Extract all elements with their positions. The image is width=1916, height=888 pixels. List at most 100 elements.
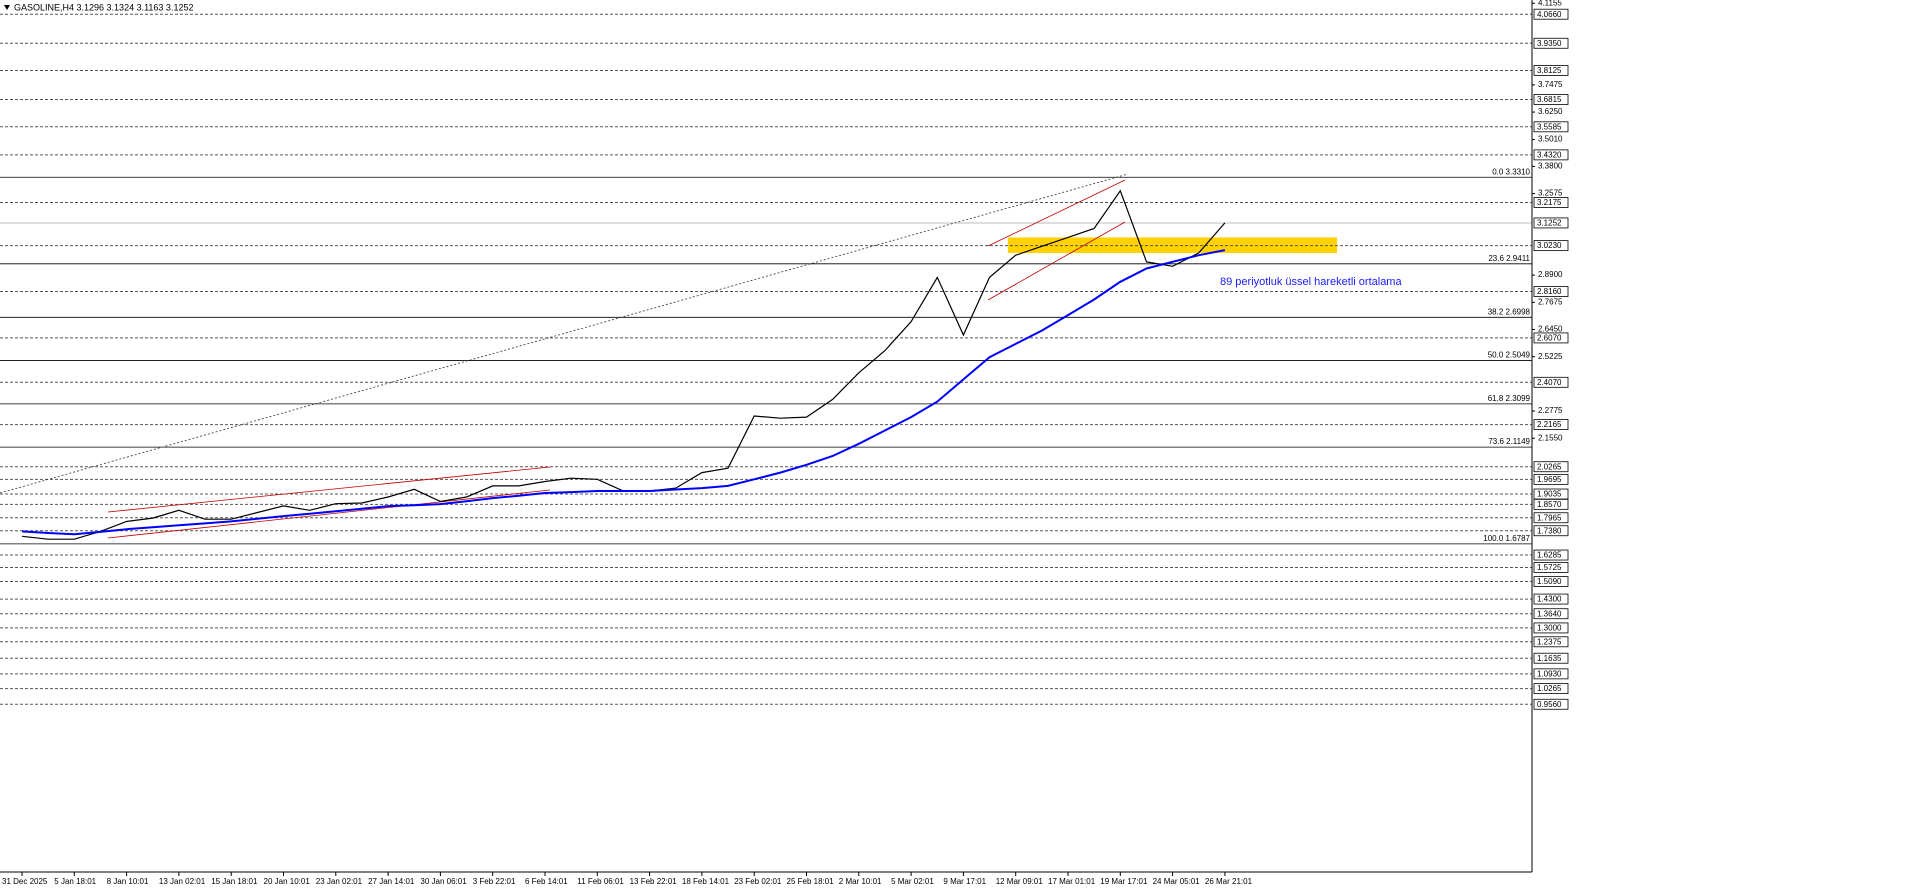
level-label: 4.0660 xyxy=(1537,10,1562,19)
x-tick-label: 18 Feb 14:01 xyxy=(682,877,730,886)
x-tick-label: 17 Mar 01:01 xyxy=(1048,877,1096,886)
level-label: 1.7380 xyxy=(1537,526,1562,535)
y-tick-label: 2.7675 xyxy=(1538,297,1563,306)
y-tick-label: 2.1550 xyxy=(1538,433,1563,442)
level-label: 1.4300 xyxy=(1537,595,1562,604)
fib-label: 100.0 1.6787 xyxy=(1483,534,1530,543)
y-tick-label: 3.2575 xyxy=(1538,189,1563,198)
y-tick-label: 2.5225 xyxy=(1538,352,1563,361)
level-label: 1.2375 xyxy=(1537,637,1562,646)
level-label-box xyxy=(1533,419,1569,430)
level-label: 3.9350 xyxy=(1537,39,1562,48)
level-label-box xyxy=(1533,512,1569,524)
level-label-box xyxy=(1533,149,1569,161)
ema-line xyxy=(21,249,1226,536)
x-tick-label: 23 Jan 02:01 xyxy=(316,877,363,886)
level-label-box xyxy=(1533,668,1569,680)
fib-label: 61.8 2.3099 xyxy=(1488,394,1531,403)
level-label: 2.4070 xyxy=(1537,378,1562,387)
fib-label: 73.6 2.1149 xyxy=(1488,437,1530,446)
level-label: 1.5725 xyxy=(1537,563,1562,572)
level-label-box xyxy=(1533,197,1569,208)
fib-label: 38.2 2.6998 xyxy=(1488,307,1531,316)
x-tick-label: 15 Jan 18:01 xyxy=(211,877,258,886)
level-label-box xyxy=(1533,37,1569,49)
x-tick-label: 12 Mar 09:01 xyxy=(996,877,1044,886)
level-label: 1.5090 xyxy=(1537,577,1562,586)
y-tick-label: 2.6450 xyxy=(1538,325,1563,334)
level-label-box xyxy=(1533,608,1569,620)
x-tick-label: 3 Feb 22:01 xyxy=(473,877,516,886)
level-label-box xyxy=(1533,498,1569,510)
level-label-box xyxy=(1533,286,1569,297)
x-tick-label: 19 Mar 17:01 xyxy=(1100,877,1148,886)
fib-label: 0.0 3.3310 xyxy=(1492,167,1530,176)
level-label: 1.7965 xyxy=(1537,513,1562,522)
level-label-box xyxy=(1533,593,1569,605)
level-label-box xyxy=(1533,332,1569,344)
x-tick-label: 23 Feb 02:01 xyxy=(734,877,782,886)
level-label-box xyxy=(1533,576,1569,587)
x-tick-label: 26 Mar 21:01 xyxy=(1205,877,1253,886)
current-price-box xyxy=(1533,217,1569,229)
level-label: 2.6070 xyxy=(1537,334,1562,343)
y-tick-label: 3.7475 xyxy=(1538,80,1563,89)
channel-line xyxy=(107,489,551,539)
current-price-label: 3.1252 xyxy=(1537,219,1562,228)
level-label: 3.2175 xyxy=(1537,198,1562,207)
x-tick-label: 2 Mar 10:01 xyxy=(839,877,882,886)
y-tick-label: 2.8900 xyxy=(1538,270,1563,279)
level-label: 0.9560 xyxy=(1537,700,1562,709)
x-tick-label: 9 Mar 17:01 xyxy=(943,877,986,886)
level-label: 2.2165 xyxy=(1537,420,1562,429)
front-layer xyxy=(21,189,1226,540)
level-label-box xyxy=(1533,549,1569,561)
x-tick-label: 8 Jan 10:01 xyxy=(107,877,149,886)
x-tick-label: 5 Jan 18:01 xyxy=(54,877,96,886)
level-label-box xyxy=(1533,461,1569,473)
x-tick-label: 5 Mar 02:01 xyxy=(891,877,934,886)
level-label-box xyxy=(1533,698,1569,710)
y-tick-label: 3.3800 xyxy=(1538,162,1563,171)
level-label: 1.9035 xyxy=(1537,490,1562,499)
x-tick-label: 24 Mar 05:01 xyxy=(1153,877,1201,886)
level-label-box xyxy=(1533,683,1569,695)
chart-title: GASOLINE,H4 3.1296 3.1324 3.1163 3.1252 xyxy=(14,2,193,12)
x-tick-label: 11 Feb 06:01 xyxy=(577,877,624,886)
level-label-box xyxy=(1533,636,1569,648)
level-label-box xyxy=(1533,65,1569,76)
x-tick-label: 6 Feb 14:01 xyxy=(525,877,568,886)
level-label: 3.5585 xyxy=(1537,122,1562,131)
fib-label: 50.0 2.5049 xyxy=(1488,351,1531,360)
fib-label: 23.6 2.9411 xyxy=(1488,254,1530,263)
level-label: 3.6815 xyxy=(1537,95,1562,104)
trend-line xyxy=(0,173,1129,494)
level-label-box xyxy=(1533,376,1569,388)
x-tick-label: 13 Feb 22:01 xyxy=(630,877,678,886)
level-label: 1.9695 xyxy=(1537,475,1562,484)
y-tick-label: 4.1155 xyxy=(1538,0,1562,7)
level-label-box xyxy=(1533,121,1569,133)
y-tick-label: 3.6250 xyxy=(1538,107,1563,116)
level-label: 2.8160 xyxy=(1537,287,1562,296)
level-label: 3.4320 xyxy=(1537,150,1562,159)
x-tick-label: 30 Jan 06:01 xyxy=(420,877,467,886)
level-label: 1.0265 xyxy=(1537,684,1562,693)
level-label: 3.8125 xyxy=(1537,66,1562,75)
y-tick-label: 2.2775 xyxy=(1538,406,1563,415)
x-tick-label: 31 Dec 2025 xyxy=(2,877,48,886)
level-label: 1.0930 xyxy=(1537,669,1562,678)
channel-line xyxy=(107,466,551,513)
level-label-box xyxy=(1533,473,1569,485)
x-tick-label: 20 Jan 10:01 xyxy=(264,877,311,886)
level-label: 1.6285 xyxy=(1537,551,1562,560)
back-layer xyxy=(0,13,1532,705)
level-label: 1.8570 xyxy=(1537,500,1562,509)
y-tick-label: 3.5010 xyxy=(1538,135,1563,144)
level-label-box xyxy=(1533,240,1569,252)
menu-arrow[interactable] xyxy=(4,5,10,10)
level-label-box xyxy=(1533,94,1569,105)
level-label-box xyxy=(1533,525,1569,537)
